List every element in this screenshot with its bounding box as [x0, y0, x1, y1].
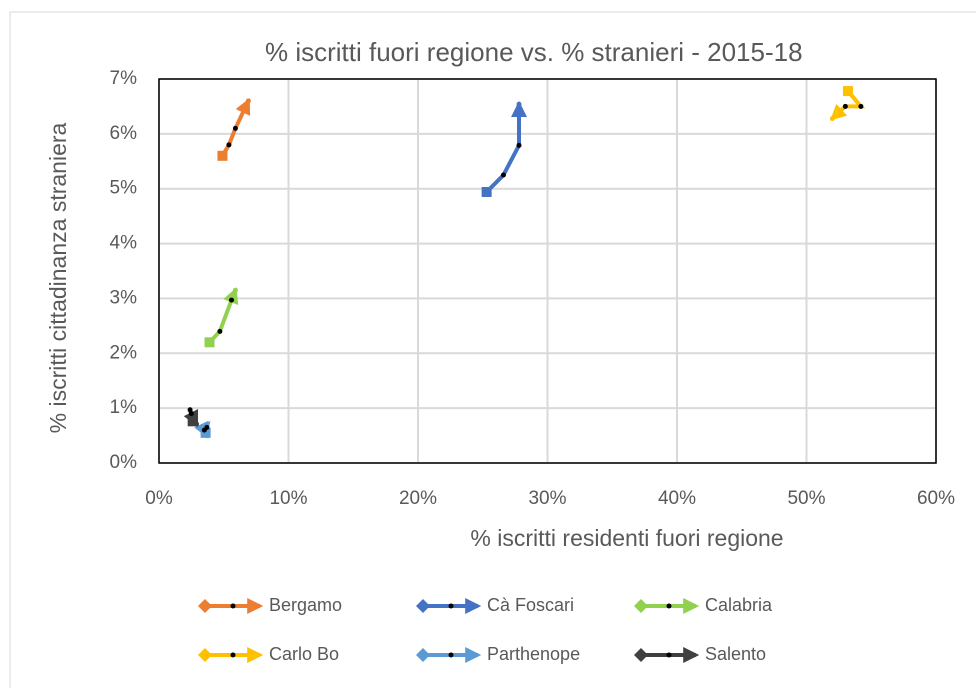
legend-dot [230, 652, 236, 658]
point-marker [194, 421, 200, 427]
point-marker [245, 98, 251, 104]
start-marker [204, 337, 215, 348]
start-marker [481, 187, 492, 198]
point-marker [201, 427, 207, 433]
legend-diamond [198, 648, 212, 662]
legend-diamond [416, 599, 430, 613]
legend-diamond [634, 599, 648, 613]
start-marker [200, 427, 211, 438]
chart-frame [9, 11, 976, 688]
legend-dot [666, 603, 672, 609]
x-tick-label: 40% [658, 488, 696, 509]
plot-border [158, 78, 937, 464]
y-tick-label: 2% [110, 342, 138, 363]
point-marker [188, 411, 194, 417]
point-marker [187, 407, 193, 413]
point-marker [217, 328, 223, 334]
point-marker [829, 115, 835, 121]
series-line [830, 89, 866, 121]
start-marker [217, 150, 228, 161]
start-marker [187, 416, 198, 427]
y-tick-label: 4% [110, 233, 138, 254]
series-line [485, 101, 528, 194]
x-tick-label: 10% [269, 488, 307, 509]
x-axis-label: % iscritti residenti fuori regione [470, 525, 783, 551]
chart-title: % iscritti fuori regione vs. % stranieri… [265, 37, 803, 67]
series-line [220, 98, 251, 157]
legend-label: Calabria [705, 595, 773, 615]
y-tick-label: 6% [110, 123, 138, 144]
point-marker [516, 101, 522, 107]
legend-dot [448, 652, 454, 658]
legend-dot [230, 603, 236, 609]
legend-label: Salento [705, 644, 766, 664]
x-tick-label: 60% [917, 488, 955, 509]
point-marker [516, 142, 522, 148]
start-marker [842, 86, 853, 97]
y-tick-label: 1% [110, 397, 138, 418]
legend-dot [666, 652, 672, 658]
x-tick-label: 50% [787, 488, 825, 509]
legend-label: Bergamo [269, 595, 342, 615]
legend-diamond [634, 648, 648, 662]
point-marker [842, 103, 848, 109]
y-axis-label: % iscritti cittadinanza straniera [45, 122, 71, 433]
legend-label: Parthenope [487, 644, 580, 664]
legend-label: Cà Foscari [487, 595, 574, 615]
x-tick-label: 20% [399, 488, 437, 509]
y-tick-label: 7% [110, 68, 138, 89]
legend-dot [448, 603, 454, 609]
point-marker [858, 103, 864, 109]
point-marker [232, 287, 238, 293]
point-marker [500, 172, 506, 178]
point-marker [204, 433, 210, 439]
x-tick-label: 0% [145, 488, 173, 509]
series-line [208, 287, 239, 344]
legend-diamond [198, 599, 212, 613]
point-marker [229, 297, 235, 303]
legend-label: Carlo Bo [269, 644, 339, 664]
y-tick-label: 0% [110, 452, 138, 473]
point-marker [232, 125, 238, 131]
y-tick-label: 3% [110, 287, 138, 308]
legend-diamond [416, 648, 430, 662]
x-tick-label: 30% [528, 488, 566, 509]
y-tick-label: 5% [110, 178, 138, 199]
point-marker [226, 142, 232, 148]
